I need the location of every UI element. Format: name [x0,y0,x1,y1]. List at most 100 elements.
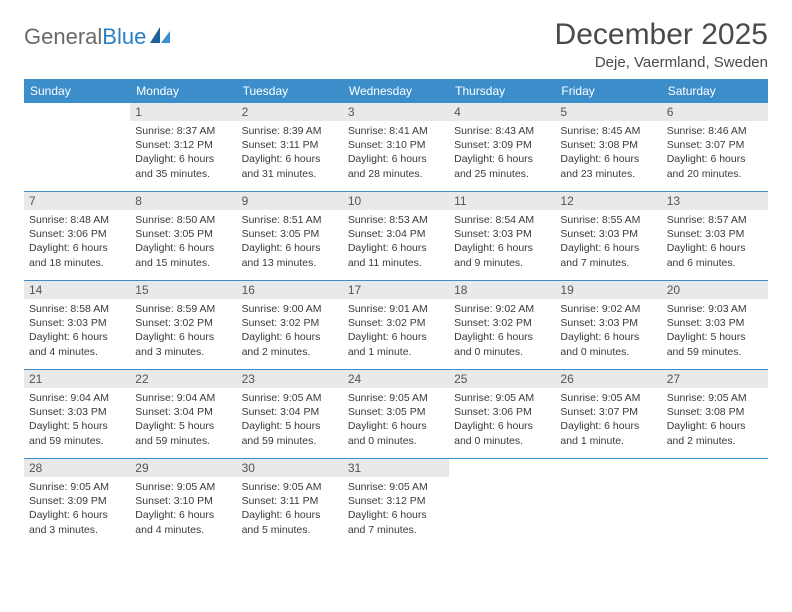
daylight-text-2: and 0 minutes. [348,434,444,448]
sunset-text: Sunset: 3:02 PM [242,316,338,330]
sunset-text: Sunset: 3:07 PM [667,138,763,152]
calendar-cell: 20Sunrise: 9:03 AMSunset: 3:03 PMDayligh… [662,281,768,370]
day-number: 11 [449,192,555,210]
sunrise-text: Sunrise: 9:03 AM [667,302,763,316]
daylight-text-2: and 59 minutes. [667,345,763,359]
daylight-text-2: and 0 minutes. [454,434,550,448]
daylight-text-2: and 6 minutes. [667,256,763,270]
daylight-text-1: Daylight: 6 hours [560,330,656,344]
daylight-text-1: Daylight: 6 hours [135,508,231,522]
day-body: Sunrise: 9:02 AMSunset: 3:02 PMDaylight:… [449,299,555,363]
day-number: 13 [662,192,768,210]
day-number: 28 [24,459,130,477]
sunrise-text: Sunrise: 9:05 AM [667,391,763,405]
day-number: 26 [555,370,661,388]
sunrise-text: Sunrise: 9:05 AM [348,391,444,405]
calendar-cell: 12Sunrise: 8:55 AMSunset: 3:03 PMDayligh… [555,192,661,281]
day-body: Sunrise: 9:05 AMSunset: 3:06 PMDaylight:… [449,388,555,452]
daylight-text-1: Daylight: 6 hours [135,152,231,166]
calendar-cell: 30Sunrise: 9:05 AMSunset: 3:11 PMDayligh… [237,459,343,548]
day-number: 30 [237,459,343,477]
sunset-text: Sunset: 3:11 PM [242,494,338,508]
day-body: Sunrise: 8:46 AMSunset: 3:07 PMDaylight:… [662,121,768,185]
weekday-header: Sunday [24,79,130,103]
daylight-text-2: and 59 minutes. [29,434,125,448]
sunrise-text: Sunrise: 9:04 AM [135,391,231,405]
calendar-cell: 19Sunrise: 9:02 AMSunset: 3:03 PMDayligh… [555,281,661,370]
calendar-cell: 7Sunrise: 8:48 AMSunset: 3:06 PMDaylight… [24,192,130,281]
header: GeneralBlue December 2025 Deje, Vaermlan… [24,18,768,71]
calendar-cell: 28Sunrise: 9:05 AMSunset: 3:09 PMDayligh… [24,459,130,548]
sunrise-text: Sunrise: 8:58 AM [29,302,125,316]
calendar-cell: 1Sunrise: 8:37 AMSunset: 3:12 PMDaylight… [130,103,236,192]
day-number: 9 [237,192,343,210]
sunset-text: Sunset: 3:06 PM [454,405,550,419]
weekday-header: Monday [130,79,236,103]
daylight-text-1: Daylight: 5 hours [242,419,338,433]
calendar-cell: 3Sunrise: 8:41 AMSunset: 3:10 PMDaylight… [343,103,449,192]
day-body: Sunrise: 9:03 AMSunset: 3:03 PMDaylight:… [662,299,768,363]
day-number: 19 [555,281,661,299]
daylight-text-2: and 1 minute. [348,345,444,359]
day-number: 31 [343,459,449,477]
day-body: Sunrise: 9:05 AMSunset: 3:09 PMDaylight:… [24,477,130,541]
daylight-text-1: Daylight: 6 hours [454,152,550,166]
sunrise-text: Sunrise: 9:05 AM [29,480,125,494]
daylight-text-1: Daylight: 6 hours [135,241,231,255]
daylight-text-1: Daylight: 6 hours [242,241,338,255]
day-body: Sunrise: 8:58 AMSunset: 3:03 PMDaylight:… [24,299,130,363]
sunset-text: Sunset: 3:12 PM [348,494,444,508]
daylight-text-2: and 59 minutes. [242,434,338,448]
daylight-text-2: and 13 minutes. [242,256,338,270]
day-body: Sunrise: 9:04 AMSunset: 3:03 PMDaylight:… [24,388,130,452]
daylight-text-1: Daylight: 6 hours [560,419,656,433]
sunrise-text: Sunrise: 9:02 AM [560,302,656,316]
day-body: Sunrise: 9:05 AMSunset: 3:05 PMDaylight:… [343,388,449,452]
day-number: 17 [343,281,449,299]
day-number: 22 [130,370,236,388]
sunrise-text: Sunrise: 9:05 AM [560,391,656,405]
day-body: Sunrise: 9:05 AMSunset: 3:04 PMDaylight:… [237,388,343,452]
day-body: Sunrise: 8:43 AMSunset: 3:09 PMDaylight:… [449,121,555,185]
day-body: Sunrise: 8:53 AMSunset: 3:04 PMDaylight:… [343,210,449,274]
sunset-text: Sunset: 3:03 PM [667,227,763,241]
page-subtitle: Deje, Vaermland, Sweden [555,54,768,71]
sunset-text: Sunset: 3:03 PM [29,405,125,419]
day-number: 7 [24,192,130,210]
day-number: 21 [24,370,130,388]
sunset-text: Sunset: 3:10 PM [348,138,444,152]
sunset-text: Sunset: 3:03 PM [667,316,763,330]
sunrise-text: Sunrise: 8:39 AM [242,124,338,138]
sunrise-text: Sunrise: 9:01 AM [348,302,444,316]
sunrise-text: Sunrise: 8:45 AM [560,124,656,138]
sunset-text: Sunset: 3:06 PM [29,227,125,241]
page: GeneralBlue December 2025 Deje, Vaermlan… [0,0,792,612]
daylight-text-2: and 2 minutes. [667,434,763,448]
day-body: Sunrise: 9:05 AMSunset: 3:10 PMDaylight:… [130,477,236,541]
daylight-text-2: and 59 minutes. [135,434,231,448]
calendar-cell: 15Sunrise: 8:59 AMSunset: 3:02 PMDayligh… [130,281,236,370]
sunset-text: Sunset: 3:02 PM [348,316,444,330]
daylight-text-1: Daylight: 6 hours [454,419,550,433]
daylight-text-2: and 20 minutes. [667,167,763,181]
sunset-text: Sunset: 3:09 PM [29,494,125,508]
day-number: 25 [449,370,555,388]
day-number: 24 [343,370,449,388]
daylight-text-2: and 23 minutes. [560,167,656,181]
day-body: Sunrise: 9:05 AMSunset: 3:12 PMDaylight:… [343,477,449,541]
sunrise-text: Sunrise: 9:02 AM [454,302,550,316]
daylight-text-2: and 4 minutes. [29,345,125,359]
sunset-text: Sunset: 3:02 PM [454,316,550,330]
daylight-text-1: Daylight: 6 hours [348,330,444,344]
sunset-text: Sunset: 3:08 PM [667,405,763,419]
sunrise-text: Sunrise: 8:48 AM [29,213,125,227]
calendar-row: 21Sunrise: 9:04 AMSunset: 3:03 PMDayligh… [24,370,768,459]
daylight-text-1: Daylight: 6 hours [560,152,656,166]
sunrise-text: Sunrise: 9:05 AM [348,480,444,494]
sunset-text: Sunset: 3:04 PM [135,405,231,419]
sunrise-text: Sunrise: 9:05 AM [242,391,338,405]
calendar-head: Sunday Monday Tuesday Wednesday Thursday… [24,79,768,103]
daylight-text-1: Daylight: 6 hours [242,508,338,522]
calendar-cell: 9Sunrise: 8:51 AMSunset: 3:05 PMDaylight… [237,192,343,281]
daylight-text-1: Daylight: 6 hours [242,330,338,344]
